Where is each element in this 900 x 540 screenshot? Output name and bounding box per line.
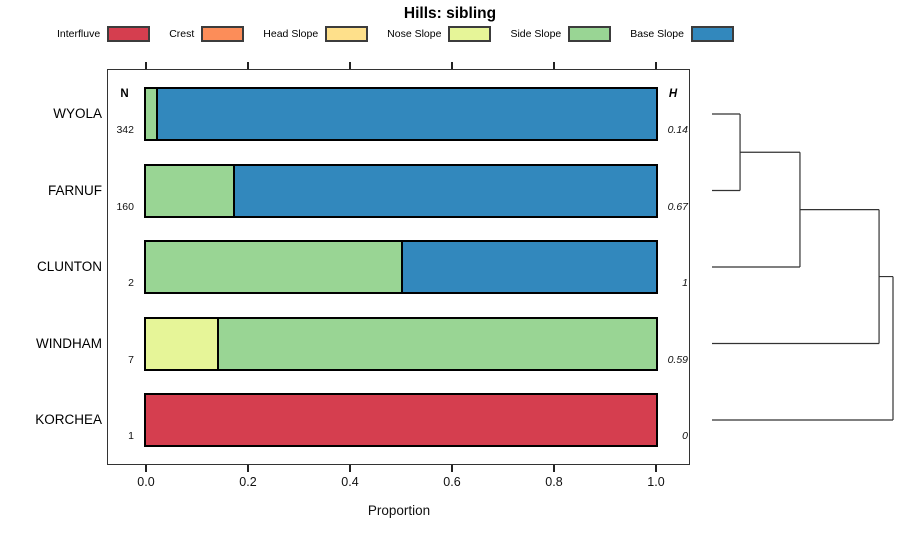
n-value: 160: [116, 200, 134, 213]
bar-row: [144, 240, 658, 294]
legend-label: Crest: [169, 27, 195, 40]
bar-segment: [401, 242, 656, 292]
axis-tick-label: 0.0: [137, 475, 155, 489]
axis-tick-bottom: [247, 465, 249, 472]
n-column-header: N: [120, 88, 129, 100]
legend-item-4: Side Slope: [510, 25, 612, 42]
axis-tick-bottom: [451, 465, 453, 472]
x-axis-title: Proportion: [367, 503, 431, 518]
axis-tick-top: [553, 62, 555, 69]
row-label: KORCHEA: [35, 412, 102, 427]
row-label: FARNUF: [48, 182, 102, 198]
h-value: 0: [682, 430, 688, 442]
n-value: 1: [128, 430, 134, 442]
bar-segment: [156, 89, 656, 139]
legend-swatch: [690, 25, 734, 42]
legend-item-5: Base Slope: [630, 25, 734, 42]
h-value: 0.59: [667, 353, 688, 366]
axis-tick-label: 0.2: [239, 475, 257, 489]
legend-swatch: [325, 25, 369, 42]
bar-segment: [146, 89, 157, 139]
bar-segment: [146, 395, 656, 445]
axis-tick-label: 0.6: [443, 475, 461, 489]
legend-label: Side Slope: [510, 27, 562, 40]
bar-segment: [232, 165, 656, 216]
h-column-header: H: [668, 88, 678, 100]
legend-label: Interfluve: [57, 27, 101, 40]
axis-tick-bottom: [145, 465, 147, 472]
bar-segment: [146, 318, 218, 369]
bar-row: [144, 163, 658, 218]
plot-area-frame: [107, 69, 690, 465]
row-label: WYOLA: [53, 106, 102, 121]
axis-tick-bottom: [553, 465, 555, 472]
axis-tick-label: 0.8: [545, 475, 563, 489]
axis-tick-label: 1.0: [647, 475, 665, 489]
legend-label: Nose Slope: [387, 27, 442, 40]
legend-label: Base Slope: [630, 27, 684, 40]
n-value: 7: [128, 353, 134, 366]
axis-tick-label: 0.4: [341, 475, 359, 489]
dendrogram-lines: [712, 113, 894, 421]
bar-segment: [146, 165, 233, 216]
axis-tick-top: [655, 62, 657, 69]
legend-label: Head Slope: [263, 27, 319, 40]
chart-title: Hills: sibling: [403, 5, 497, 22]
axis-tick-bottom: [655, 465, 657, 472]
legend-item-2: Head Slope: [263, 25, 369, 42]
legend-swatch: [107, 25, 151, 42]
axis-tick-top: [349, 62, 351, 69]
h-value: 1: [682, 277, 688, 289]
axis-tick-bottom: [349, 465, 351, 472]
bar-segment: [217, 318, 656, 369]
row-label: CLUNTON: [36, 259, 102, 274]
bar-row: [144, 393, 658, 447]
row-label: WINDHAM: [36, 335, 102, 351]
h-value: 0.14: [667, 124, 688, 136]
legend-swatch: [201, 25, 245, 42]
legend-swatch: [448, 25, 492, 42]
bar-row: [144, 316, 658, 371]
bar-row: [144, 87, 658, 141]
legend-item-3: Nose Slope: [387, 25, 492, 42]
legend-swatch: [568, 25, 612, 42]
legend: Interfluve Crest Head Slope Nose Slope Side …: [57, 25, 734, 42]
n-value: 2: [128, 277, 134, 289]
axis-tick-top: [451, 62, 453, 69]
n-value: 342: [116, 124, 134, 136]
h-value: 0.67: [667, 200, 688, 213]
axis-tick-top: [247, 62, 249, 69]
axis-tick-top: [145, 62, 147, 69]
legend-item-1: Crest: [169, 25, 245, 42]
bar-segment: [146, 242, 401, 292]
legend-item-0: Interfluve: [57, 25, 151, 42]
